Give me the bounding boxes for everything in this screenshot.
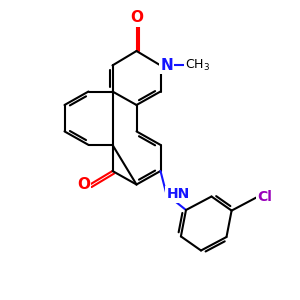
Text: Cl: Cl (257, 190, 272, 204)
Text: O: O (130, 11, 143, 26)
Text: HN: HN (167, 188, 190, 201)
Text: N: N (160, 58, 173, 73)
Text: CH$_3$: CH$_3$ (185, 58, 210, 73)
Text: O: O (77, 177, 90, 192)
